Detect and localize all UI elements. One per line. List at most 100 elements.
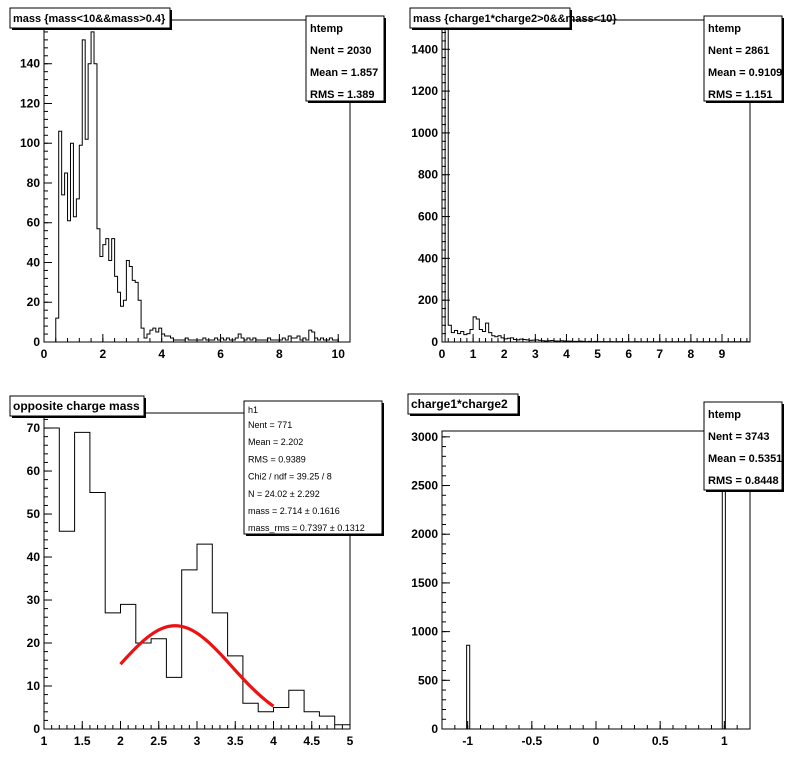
histogram-outline	[442, 27, 750, 342]
title-box	[9, 395, 145, 417]
y-tick-label: 500	[418, 673, 438, 687]
axes: -1 -0.5 0 0.5 1 0 500 1000 1500 2000 2500 3000	[411, 430, 751, 748]
y-tick-label: 120	[20, 96, 40, 110]
x-tick-label: 4	[563, 347, 570, 361]
histogram-bins	[442, 27, 750, 342]
x-tick-label: 3.5	[227, 734, 244, 748]
histogram-panel-2: 0 1 2 3 4 5 6 7 8 9 0 200 400 600 800 1000 1200 1400 mass …	[409, 7, 784, 361]
histogram-panel-4: -1 -0.5 0 0.5 1 0 500 1000 1500 2000 2500 3000 charg…	[407, 393, 784, 748]
y-tick-label: 0	[431, 335, 438, 349]
y-tick-label: 1200	[411, 84, 438, 98]
chart-title: mass {mass<10&&mass>0.4}	[13, 13, 166, 25]
x-tick-label: -0.5	[521, 734, 542, 748]
histogram-panel-3: 1 1.5 2 2.5 3 3.5 4 4.5 5010203040506070opposite…	[9, 395, 384, 748]
stats-box	[243, 400, 383, 535]
y-tick-label: 1500	[411, 576, 438, 590]
chart-title: opposite charge mass	[13, 399, 140, 413]
plot-frame	[441, 19, 751, 343]
y-tick-label: 400	[418, 251, 438, 265]
stats-box	[703, 401, 783, 491]
title-box	[409, 7, 571, 29]
stats-name: htemp	[708, 409, 741, 421]
x-tick-label: -1	[462, 734, 473, 748]
y-tick-label: 70	[27, 421, 41, 435]
y-tick-label: 30	[27, 593, 41, 607]
stats-row: mass = 2.714 ± 0.1616	[248, 506, 340, 516]
histogram-bins	[44, 427, 350, 729]
x-tick-label: 5	[594, 347, 601, 361]
x-tick-label: 8	[276, 347, 283, 361]
stats-row: Nent = 771	[248, 420, 292, 430]
y-tick-label: 1000	[411, 625, 438, 639]
x-tick-label: 3	[194, 734, 201, 748]
fit-curve	[119, 624, 275, 708]
x-tick-label: 8	[688, 347, 695, 361]
x-tick-label: 4	[270, 734, 277, 748]
chart-title: charge1*charge2	[411, 397, 508, 411]
axes: 0 1 2 3 4 5 6 7 8 9 0 200 400 600 800 1000 1200 1400	[411, 23, 748, 361]
y-tick-label: 200	[418, 293, 438, 307]
x-tick-label: 9	[719, 347, 726, 361]
stats-row: RMS = 1.389	[310, 89, 375, 101]
y-tick-label: 20	[27, 295, 41, 309]
x-tick-label: 2	[100, 347, 107, 361]
y-tick-label: 0	[33, 335, 40, 349]
stats-row: Mean = 1.857	[310, 67, 378, 79]
y-tick-label: 20	[27, 636, 41, 650]
stats-row: Mean = 0.5351	[708, 453, 782, 465]
y-tick-label: 800	[418, 168, 438, 182]
stats-row: Nent = 2030	[310, 45, 371, 57]
stats-row: Mean = 0.9109	[708, 67, 782, 79]
x-tick-label: 4	[158, 347, 165, 361]
y-tick-label: 2000	[411, 527, 438, 541]
x-tick-label: 5	[347, 734, 354, 748]
stats-row: RMS = 1.151	[708, 89, 773, 101]
stats-row: Nent = 3743	[708, 431, 769, 443]
x-tick-label: 2	[117, 734, 124, 748]
histogram-panel-1: 0246810020406080100120140160mass {mass<1…	[9, 7, 386, 361]
stats-box	[703, 15, 783, 102]
y-tick-label: 1000	[411, 126, 438, 140]
y-tick-label: 100	[20, 136, 40, 150]
y-tick-label: 40	[27, 255, 41, 269]
title-box	[407, 393, 519, 415]
y-tick-label: 0	[33, 722, 40, 736]
x-tick-label: 4.5	[303, 734, 320, 748]
y-tick-label: 0	[431, 722, 438, 736]
x-tick-label: 1.5	[74, 734, 91, 748]
stats-row: mass_rms = 0.7397 ± 0.1312	[248, 523, 365, 533]
y-tick-label: 1400	[411, 42, 438, 56]
x-tick-label: 6	[217, 347, 224, 361]
x-tick-label: 1	[470, 347, 477, 361]
stats-name: htemp	[708, 23, 741, 35]
x-tick-label: 0	[439, 347, 446, 361]
y-tick-label: 40	[27, 550, 41, 564]
plot-frame	[43, 19, 351, 343]
chart-title: mass {charge1*charge2>0&&mass<10}	[413, 13, 617, 25]
stats-row: Nent = 2861	[708, 45, 769, 57]
x-tick-label: 0	[41, 347, 48, 361]
stats-row: N = 24.02 ± 2.292	[248, 489, 320, 499]
y-tick-label: 60	[27, 216, 41, 230]
stats-name: h1	[248, 405, 258, 415]
x-tick-label: 2.5	[150, 734, 167, 748]
stats-row: Chi2 / ndf = 39.25 / 8	[248, 472, 332, 482]
histogram-outline	[44, 427, 350, 729]
y-tick-label: 10	[27, 679, 41, 693]
stats-row: Mean = 2.202	[248, 437, 303, 447]
stats-box	[305, 15, 385, 102]
title-box	[9, 7, 171, 29]
x-tick-label: 0.5	[652, 734, 669, 748]
x-tick-label: 1	[41, 734, 48, 748]
stats-name: htemp	[310, 23, 343, 35]
y-tick-label: 140	[20, 57, 40, 71]
y-tick-label: 2500	[411, 479, 438, 493]
x-tick-label: 2	[501, 347, 508, 361]
stats-row: RMS = 0.8448	[708, 475, 779, 487]
y-tick-label: 3000	[411, 430, 438, 444]
x-tick-label: 0	[593, 734, 600, 748]
x-tick-label: 10	[332, 347, 346, 361]
x-tick-label: 1	[721, 734, 728, 748]
